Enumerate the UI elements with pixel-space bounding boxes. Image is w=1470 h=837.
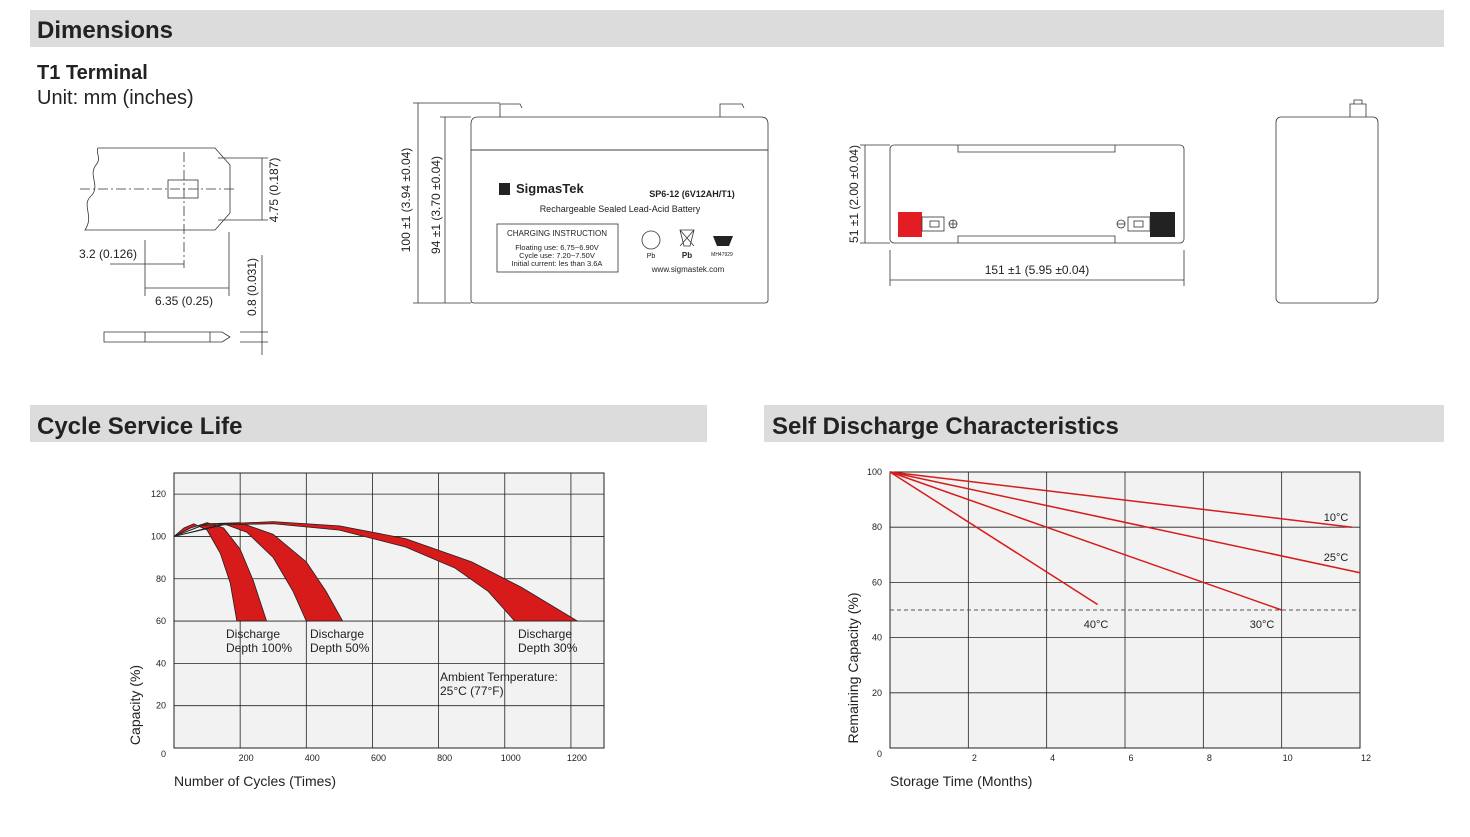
model: SP6-12 (6V12AH/T1)	[649, 189, 735, 199]
dimension-label: 0.8 (0.031)	[245, 258, 259, 316]
section-bar	[30, 405, 707, 442]
battery-side-view	[1275, 99, 1379, 304]
charging-line: Initial current: les than 3.6A	[512, 259, 603, 268]
website: www.sigmastek.com	[651, 265, 725, 274]
dimension-label: 6.35 (0.25)	[155, 294, 213, 308]
y-tick-label: 40	[872, 633, 882, 643]
x-tick-label: 10	[1283, 753, 1293, 763]
series-line	[889, 471, 1098, 606]
annotation: Depth 50%	[310, 641, 370, 655]
y-axis-label: Remaining Capacity (%)	[845, 593, 861, 744]
series-line	[889, 471, 1361, 574]
annotation: Discharge	[226, 627, 280, 641]
series-label: 25°C	[1324, 552, 1349, 564]
y-tick-label: 80	[156, 574, 166, 584]
dimension-label: 4.75 (0.187)	[267, 158, 281, 223]
battery-front-view	[413, 102, 769, 304]
terminal-drawing	[80, 147, 268, 355]
y-tick-label: 20	[156, 701, 166, 711]
y-tick-label: 120	[151, 489, 166, 499]
dimension-label: 100 ±1 (3.94 ±0.04)	[399, 148, 413, 253]
icon-label: MH47929	[711, 252, 733, 258]
section-title: Self Discharge Characteristics	[772, 413, 1119, 440]
x-tick-label: 6	[1128, 753, 1133, 763]
annotation: Discharge	[518, 627, 572, 641]
section-bar	[30, 10, 1444, 47]
icon-label: Pb	[647, 253, 656, 260]
series-line	[889, 471, 1353, 528]
x-tick-label: 4	[1050, 753, 1055, 763]
x-tick-label: 1000	[501, 753, 521, 763]
series-label: 40°C	[1084, 619, 1109, 631]
annotation: Ambient Temperature:	[440, 670, 558, 684]
description: Rechargeable Sealed Lead-Acid Battery	[540, 204, 701, 214]
series-label: 30°C	[1250, 619, 1275, 631]
x-axis-label: Storage Time (Months)	[890, 773, 1032, 789]
discharge-band	[173, 521, 579, 622]
annotation: 25°C (77°F)	[440, 684, 504, 698]
dimension-label: 51 ±1 (2.00 ±0.04)	[847, 145, 861, 243]
charging-line: Cycle use: 7.20~7.50V	[519, 251, 595, 260]
x-tick-label: 800	[437, 753, 452, 763]
annotation: Depth 100%	[226, 641, 292, 655]
x-axis-label: Number of Cycles (Times)	[174, 773, 336, 789]
y-tick-label: 40	[156, 658, 166, 668]
section-bar	[764, 405, 1444, 442]
dimension-label: 3.2 (0.126)	[79, 247, 137, 261]
y-tick-label: 0	[161, 749, 166, 759]
charging-title: CHARGING INSTRUCTION	[507, 229, 607, 238]
x-tick-label: 8	[1207, 753, 1212, 763]
y-tick-label: 20	[872, 688, 882, 698]
y-tick-label: 100	[151, 531, 166, 541]
brand: SigmasTek	[516, 181, 584, 196]
y-tick-label: 100	[867, 467, 882, 477]
annotation: Discharge	[310, 627, 364, 641]
terminal-title: T1 Terminal	[37, 62, 148, 84]
unit-note: Unit: mm (inches)	[37, 87, 194, 109]
annotation: Depth 30%	[518, 641, 578, 655]
dimension-label: 94 ±1 (3.70 ±0.04)	[429, 156, 443, 254]
battery-top-view	[860, 144, 1185, 286]
charging-line: Floating use: 6.75~6.90V	[515, 243, 599, 252]
dimension-label: 151 ±1 (5.95 ±0.04)	[985, 263, 1090, 277]
x-tick-label: 1200	[567, 753, 587, 763]
x-tick-label: 12	[1361, 753, 1371, 763]
y-axis-label: Capacity (%)	[127, 665, 143, 745]
x-tick-label: 400	[305, 753, 320, 763]
series-line	[889, 471, 1282, 611]
section-title: Cycle Service Life	[37, 413, 242, 440]
y-tick-label: 0	[877, 749, 882, 759]
y-tick-label: 60	[156, 616, 166, 626]
x-tick-label: 2	[972, 753, 977, 763]
y-tick-label: 60	[872, 577, 882, 587]
x-tick-label: 600	[371, 753, 386, 763]
section-title: Dimensions	[37, 17, 173, 44]
icon-label: Pb	[682, 251, 692, 260]
x-tick-label: 200	[239, 753, 254, 763]
series-label: 10°C	[1324, 512, 1349, 524]
y-tick-label: 80	[872, 522, 882, 532]
